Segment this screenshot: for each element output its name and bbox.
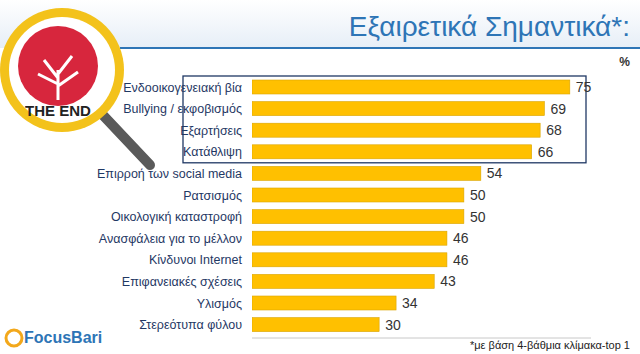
category-label: Κίνδυνοι Internet [149,253,243,267]
brand-text: FocusBari [24,329,102,346]
title: Εξαιρετικά Σημαντικά*: [349,11,630,42]
category-label: Bullying / εκφοβισμός [123,102,242,116]
data-label: 66 [538,144,554,160]
category-label: Οικολογική καταστροφή [111,210,242,224]
logo-handle [100,112,150,165]
logo-glass [9,17,115,123]
bar [252,80,570,94]
logo-tree [38,56,78,100]
bar [252,253,447,267]
category-label: Εξαρτήσεις [180,124,242,138]
chart: Εξαιρετικά Σημαντικά*:% THE END Ενδοοικογε… [0,0,640,354]
header-rule [120,47,640,49]
category-label: Κατάθλιψη [183,145,242,159]
data-label: 34 [402,295,418,311]
bar [252,231,447,245]
bar [252,318,379,332]
bar [252,102,544,116]
brand-logo: FocusBari [6,329,102,346]
data-label: 75 [576,79,592,95]
category-label: Υλισμός [197,297,242,311]
unit-label: % [619,55,630,69]
data-label: 46 [453,252,469,268]
data-label: 68 [546,122,562,138]
data-label: 54 [487,165,503,181]
logo-circle [18,26,98,106]
highlight-box [183,76,586,163]
category-label: Ανασφάλεια για το μέλλον [99,232,242,246]
data-label: 46 [453,230,469,246]
brand-icon [6,330,22,346]
data-label: 50 [470,187,486,203]
category-label: Επιρροή των social media [97,167,242,181]
bar [252,188,464,202]
category-label: Ρατσισμός [183,189,242,203]
data-label: 43 [440,273,456,289]
category-label: Στερεότυπα φύλου [139,318,242,332]
footnote: *με βάση 4-βάθμια κλίμακα-top 1 [470,339,630,351]
bar [252,296,396,310]
data-label: 50 [470,209,486,225]
bars [252,80,570,332]
logo-rim [0,8,124,132]
category-label: Επιφανειακές σχέσεις [122,275,242,289]
bar [252,145,532,159]
bar [252,123,540,137]
data-label: 69 [550,101,566,117]
labels: Ενδοοικογενειακή βία 75 Bullying / εκφοβισ… [97,79,592,333]
bar [252,166,481,180]
category-label: Ενδοοικογενειακή βία [123,81,242,95]
logo-text: THE END [25,102,91,119]
bar [252,210,464,224]
bar [252,274,434,288]
data-label: 30 [385,317,401,333]
